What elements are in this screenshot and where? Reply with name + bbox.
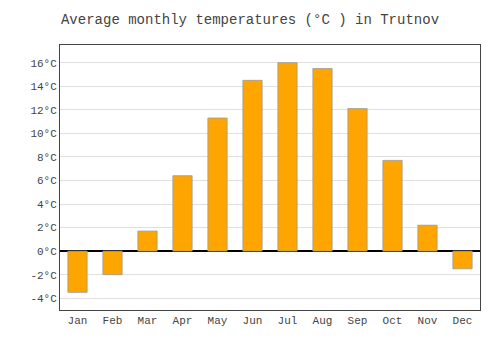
svg-text:Feb: Feb [103, 315, 123, 327]
svg-text:Nov: Nov [418, 315, 438, 327]
svg-text:10°C: 10°C [30, 128, 57, 140]
svg-text:12°C: 12°C [30, 105, 57, 117]
svg-text:Oct: Oct [383, 315, 403, 327]
svg-text:2°C: 2°C [37, 222, 57, 234]
svg-text:Aug: Aug [313, 315, 333, 327]
svg-text:Average monthly temperatures (: Average monthly temperatures (°C ) in Tr… [61, 12, 439, 28]
svg-text:Jul: Jul [278, 315, 298, 327]
svg-text:-2°C: -2°C [30, 270, 57, 282]
svg-text:14°C: 14°C [30, 81, 57, 93]
svg-text:Apr: Apr [173, 315, 193, 327]
svg-text:Mar: Mar [138, 315, 158, 327]
svg-text:Sep: Sep [348, 315, 368, 327]
svg-text:8°C: 8°C [37, 152, 57, 164]
svg-text:Jun: Jun [243, 315, 263, 327]
svg-text:16°C: 16°C [30, 58, 57, 70]
svg-text:May: May [208, 315, 228, 327]
svg-text:0°C: 0°C [37, 246, 57, 258]
svg-text:-4°C: -4°C [30, 293, 57, 305]
svg-text:6°C: 6°C [37, 175, 57, 187]
svg-text:4°C: 4°C [37, 199, 57, 211]
svg-text:Dec: Dec [453, 315, 473, 327]
svg-text:Jan: Jan [68, 315, 88, 327]
